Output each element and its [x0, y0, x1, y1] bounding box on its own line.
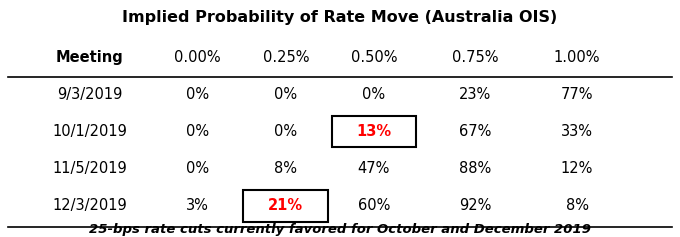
Text: 0%: 0%	[186, 124, 209, 139]
Text: 8%: 8%	[566, 198, 588, 213]
Text: 0.00%: 0.00%	[175, 50, 221, 65]
Text: 3%: 3%	[186, 198, 209, 213]
Text: 0.50%: 0.50%	[351, 50, 397, 65]
Text: 88%: 88%	[459, 161, 492, 176]
Text: 12%: 12%	[561, 161, 593, 176]
Text: 13%: 13%	[356, 124, 392, 139]
Text: Meeting: Meeting	[56, 50, 123, 65]
Text: 21%: 21%	[268, 198, 303, 213]
Text: 11/5/2019: 11/5/2019	[52, 161, 126, 176]
Text: 77%: 77%	[561, 87, 593, 102]
Text: 8%: 8%	[274, 161, 297, 176]
Text: 1.00%: 1.00%	[554, 50, 600, 65]
Text: 33%: 33%	[561, 124, 593, 139]
Text: 0.75%: 0.75%	[452, 50, 498, 65]
Text: 67%: 67%	[459, 124, 492, 139]
Text: 0%: 0%	[274, 124, 297, 139]
Text: 0.25%: 0.25%	[262, 50, 309, 65]
Bar	[332, 116, 416, 147]
Text: 0%: 0%	[186, 161, 209, 176]
Text: 47%: 47%	[358, 161, 390, 176]
Text: 9/3/2019: 9/3/2019	[56, 87, 122, 102]
Text: 0%: 0%	[274, 87, 297, 102]
Text: Implied Probability of Rate Move (Australia OIS): Implied Probability of Rate Move (Austra…	[122, 10, 558, 25]
Text: 12/3/2019: 12/3/2019	[52, 198, 126, 213]
Text: 25-bps rate cuts currently favored for October and December 2019: 25-bps rate cuts currently favored for O…	[89, 223, 591, 236]
Text: 23%: 23%	[459, 87, 492, 102]
Text: 10/1/2019: 10/1/2019	[52, 124, 127, 139]
Text: 0%: 0%	[362, 87, 386, 102]
Text: 0%: 0%	[186, 87, 209, 102]
Text: 92%: 92%	[459, 198, 492, 213]
Bar	[243, 190, 328, 222]
Text: 60%: 60%	[358, 198, 390, 213]
